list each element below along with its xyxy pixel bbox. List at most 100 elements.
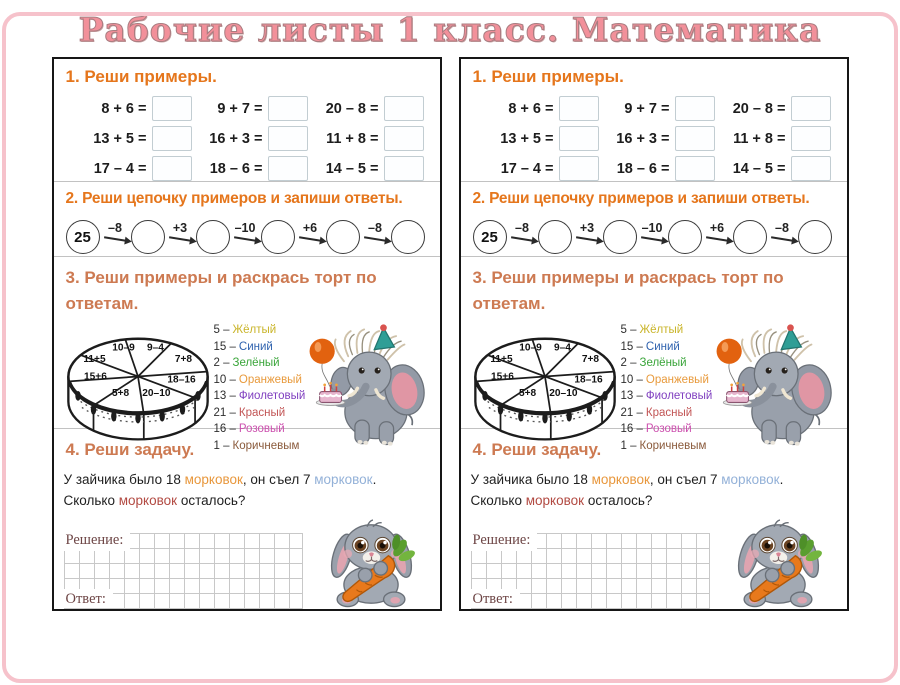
legend-number: 21 –: [620, 406, 643, 419]
math-problem: 13 + 5 =: [483, 126, 599, 151]
math-problem: 11 + 8 =: [715, 126, 831, 151]
answer-box[interactable]: [674, 96, 715, 121]
cake-slice-label: 10–9: [519, 343, 542, 354]
answer-box[interactable]: [558, 96, 599, 121]
chain-answer-circle[interactable]: [537, 220, 572, 254]
chain-answer-circle[interactable]: [260, 220, 295, 254]
problem-expression: 20 – 8 =: [325, 100, 379, 117]
chain-operation-label: –10: [641, 220, 663, 235]
cake-slice-label: 7+8: [581, 354, 599, 365]
section-word-problem: 4. Реши задачу. У зайчика было 18 морков…: [461, 429, 847, 609]
legend-color-name: Оранжевый: [238, 373, 302, 386]
answer-box[interactable]: [790, 126, 831, 151]
arrow-icon: [770, 235, 794, 242]
cake-slice-label: 9–4: [553, 343, 570, 354]
chain-connector: –8: [767, 220, 798, 242]
cake-slice-label: 20–10: [549, 388, 578, 399]
solution-grid[interactable]: Решение: Ответ:: [470, 532, 710, 609]
cake-slice-label: 5+8: [518, 388, 536, 399]
answer-box[interactable]: [674, 126, 715, 151]
legend-color-name: Фиолетовый: [645, 390, 713, 403]
problem-text-part: . Сколько: [63, 471, 377, 509]
chain-answer-circle[interactable]: [667, 220, 702, 254]
legend-color-name: Оранжевый: [645, 373, 709, 386]
answer-box[interactable]: [790, 96, 831, 121]
chain-operation-label: –8: [775, 220, 789, 235]
chain-connector: –8: [360, 221, 391, 242]
answer-box[interactable]: [267, 96, 308, 121]
solution-label: Решение:: [63, 532, 131, 551]
worksheet-page: 1. Реши примеры. 8 + 6 = 9 + 7 = 20 – 8 …: [458, 57, 849, 611]
answer-box[interactable]: [790, 156, 831, 181]
problem-text-part: . Сколько: [470, 471, 784, 509]
cake-coloring-image[interactable]: 11+5 10–9 9–4 7+8 15+6 18–16 5+8 20–10: [471, 332, 619, 450]
answer-box[interactable]: [383, 126, 424, 151]
problem-text-part: морковок: [314, 471, 373, 487]
chain-answer-circle[interactable]: [797, 220, 832, 254]
answer-box[interactable]: [267, 156, 308, 181]
math-problem: 11 + 8 =: [308, 126, 424, 151]
answer-box[interactable]: [383, 96, 424, 121]
legend-item: 2 – Зелёный: [621, 355, 709, 372]
legend-item: 5 – Жёлтый: [214, 322, 302, 339]
cake-coloring-image[interactable]: 11+5 10–9 9–4 7+8 15+6 18–16 5+8 20–10: [64, 332, 212, 450]
page-title: Рабочие листы 1 класс. Математика: [78, 10, 822, 50]
chain-answer-circle[interactable]: [130, 220, 165, 254]
answer-box[interactable]: [151, 96, 192, 121]
solution-grid[interactable]: Решение: Ответ:: [63, 532, 303, 609]
bunny-with-carrot-illustration: [737, 519, 822, 608]
section2-heading: 2. Реши цепочку примеров и запиши ответы…: [472, 190, 810, 207]
problem-text-part: , он съел 7: [242, 471, 315, 487]
section1-heading: 1. Реши примеры.: [65, 67, 217, 86]
party-hat-icon: [372, 326, 395, 351]
chain-answer-circle[interactable]: [602, 220, 637, 254]
birthday-elephant-illustration: [716, 324, 832, 446]
math-problem: 17 – 4 =: [483, 156, 599, 181]
answer-box[interactable]: [151, 126, 192, 151]
problem-expression: 18 – 6 =: [209, 160, 263, 177]
problem-expression: 14 – 5 =: [325, 160, 379, 177]
problem-expression: 18 – 6 =: [616, 160, 670, 177]
legend-item: 10 – Оранжевый: [621, 372, 709, 389]
balloon-icon: [716, 338, 742, 365]
chain-answer-circle[interactable]: [732, 220, 767, 254]
math-problem: 9 + 7 =: [192, 96, 308, 121]
chain-answer-circle[interactable]: [325, 220, 360, 254]
answer-label: Ответ:: [470, 589, 520, 608]
arrow-icon: [640, 235, 664, 242]
balloon-icon: [309, 338, 335, 365]
legend-number: 1 –: [213, 439, 230, 452]
legend-number: 16 –: [213, 423, 236, 436]
legend-item: 13 – Фиолетовый: [621, 388, 713, 405]
answer-box[interactable]: [558, 126, 599, 151]
problem-expression: 11 + 8 =: [733, 130, 786, 147]
legend-color-name: Синий: [238, 340, 273, 353]
worksheet-page: 1. Реши примеры. 8 + 6 = 9 + 7 = 20 – 8 …: [51, 57, 442, 611]
legend-number: 21 –: [213, 406, 236, 419]
legend-number: 15 –: [620, 340, 643, 353]
answer-box[interactable]: [558, 156, 599, 181]
cake-slice-label: 5+8: [111, 388, 129, 399]
problem-expression: 16 + 3 =: [209, 130, 263, 147]
answer-box[interactable]: [383, 156, 424, 181]
problem-expression: 14 – 5 =: [732, 160, 786, 177]
section3-heading: 3. Реши примеры и раскрась торт по ответ…: [65, 268, 377, 313]
answer-box[interactable]: [267, 126, 308, 151]
arrow-icon: [705, 235, 729, 242]
problem-text-part: морковок: [184, 471, 243, 487]
chain-connector: –8: [507, 221, 538, 242]
section2-heading: 2. Реши цепочку примеров и запиши ответы…: [65, 190, 403, 207]
cake-slice-label: 20–10: [142, 388, 171, 399]
cake-slice-label: 11+5: [83, 354, 106, 365]
chain-answer-circle[interactable]: [390, 220, 425, 254]
section-chain: 2. Реши цепочку примеров и запиши ответы…: [460, 182, 847, 258]
answer-box[interactable]: [151, 156, 192, 181]
legend-item: 13 – Фиолетовый: [214, 388, 306, 405]
math-problem: 18 – 6 =: [192, 156, 308, 181]
problem-text-part: осталось?: [177, 493, 246, 509]
answer-box[interactable]: [674, 156, 715, 181]
legend-color-name: Розовый: [645, 423, 692, 436]
legend-item: 1 – Коричневым: [214, 438, 302, 455]
section-solve-examples: 1. Реши примеры. 8 + 6 = 9 + 7 = 20 – 8 …: [53, 59, 440, 182]
chain-answer-circle[interactable]: [195, 220, 230, 254]
